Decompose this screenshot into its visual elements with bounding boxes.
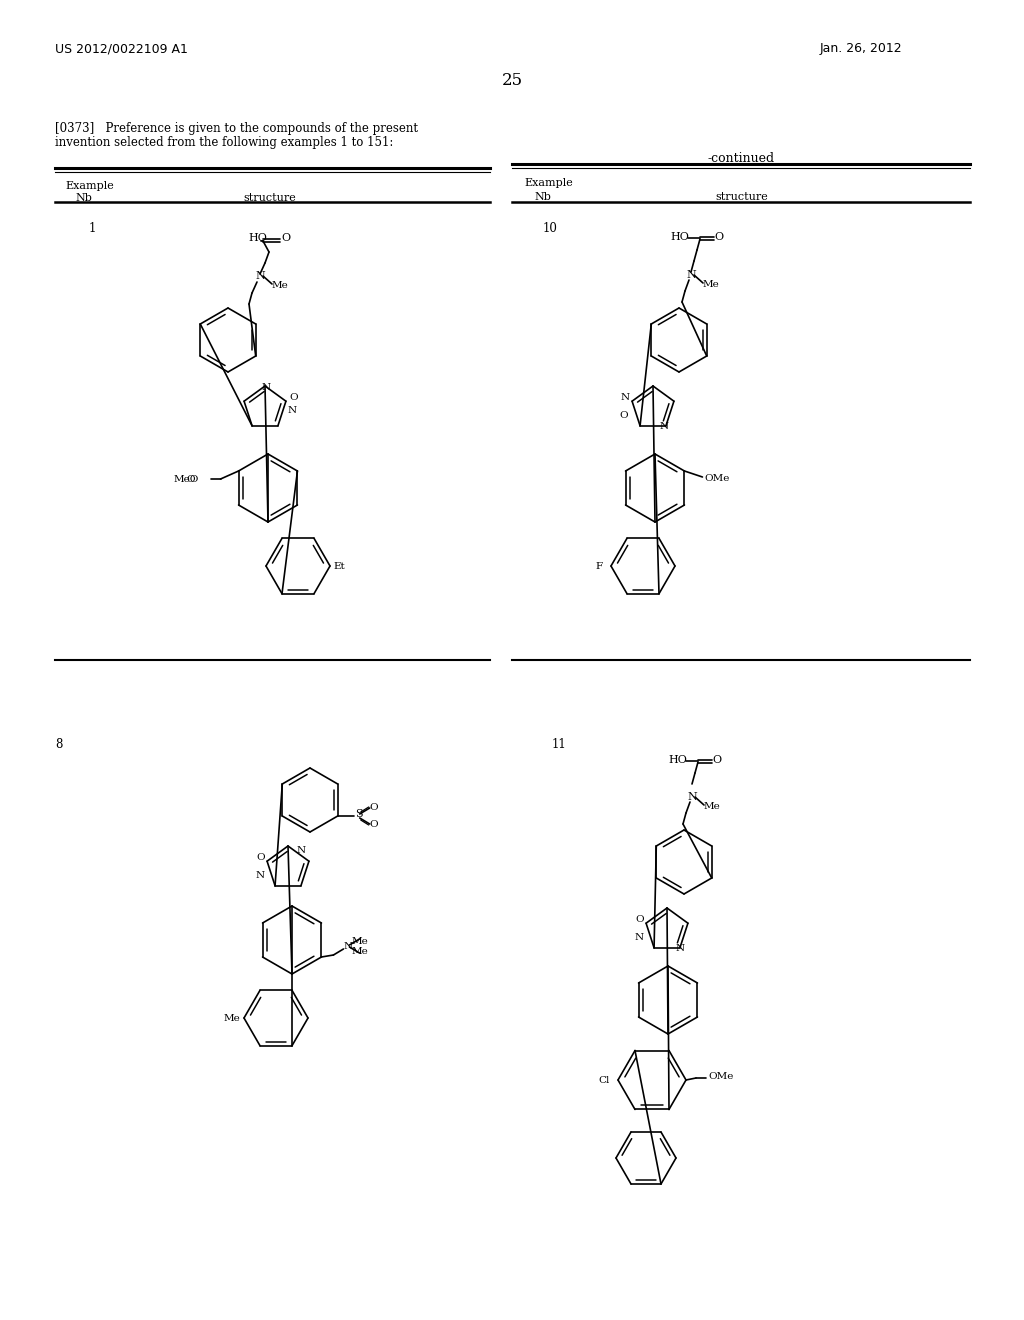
Text: HO: HO (670, 232, 689, 242)
Text: Me: Me (224, 1014, 241, 1023)
Text: N: N (635, 933, 644, 941)
Text: 25: 25 (502, 73, 522, 88)
Text: -continued: -continued (708, 152, 774, 165)
Text: structure: structure (244, 193, 296, 203)
Text: 8: 8 (55, 738, 62, 751)
Text: O: O (281, 234, 290, 243)
Text: F: F (595, 562, 602, 572)
Text: structure: structure (716, 191, 768, 202)
Text: invention selected from the following examples 1 to 151:: invention selected from the following ex… (55, 136, 393, 149)
Text: O: O (635, 915, 644, 924)
Text: Example: Example (524, 178, 572, 187)
Text: HO: HO (248, 234, 267, 243)
Text: O: O (714, 232, 723, 242)
Text: O: O (370, 820, 378, 829)
Text: Nb: Nb (534, 191, 551, 202)
Text: N: N (297, 846, 306, 855)
Text: O: O (186, 475, 196, 484)
Text: 10: 10 (543, 222, 557, 235)
Text: MeO: MeO (173, 475, 199, 484)
Text: N: N (288, 405, 296, 414)
Text: O: O (289, 393, 298, 403)
Text: Nb: Nb (75, 193, 92, 203)
Text: Et: Et (333, 562, 345, 572)
Text: O: O (618, 411, 628, 420)
Text: Example: Example (65, 181, 114, 191)
Text: Me: Me (703, 280, 720, 289)
Text: N: N (687, 792, 696, 803)
Text: N: N (686, 271, 695, 280)
Text: N: N (255, 271, 265, 281)
Text: Me: Me (351, 946, 369, 956)
Text: 11: 11 (552, 738, 566, 751)
Text: Me: Me (272, 281, 289, 290)
Text: [0373]   Preference is given to the compounds of the present: [0373] Preference is given to the compou… (55, 121, 418, 135)
Text: N: N (660, 421, 669, 430)
Text: O: O (370, 803, 378, 812)
Text: O: O (712, 755, 721, 766)
Text: Jan. 26, 2012: Jan. 26, 2012 (820, 42, 902, 55)
Text: OMe: OMe (705, 474, 730, 483)
Text: S: S (354, 809, 362, 818)
Text: OMe: OMe (708, 1072, 733, 1081)
Text: N: N (621, 393, 630, 403)
Text: Cl: Cl (598, 1076, 609, 1085)
Text: 1: 1 (88, 222, 95, 235)
Text: HO: HO (668, 755, 687, 766)
Text: US 2012/0022109 A1: US 2012/0022109 A1 (55, 42, 187, 55)
Text: N: N (676, 944, 685, 953)
Text: Me: Me (351, 937, 369, 946)
Text: Me: Me (705, 803, 721, 810)
Text: N: N (262, 383, 271, 392)
Text: N: N (343, 942, 352, 950)
Text: O: O (256, 853, 264, 862)
Text: N: N (256, 871, 265, 879)
